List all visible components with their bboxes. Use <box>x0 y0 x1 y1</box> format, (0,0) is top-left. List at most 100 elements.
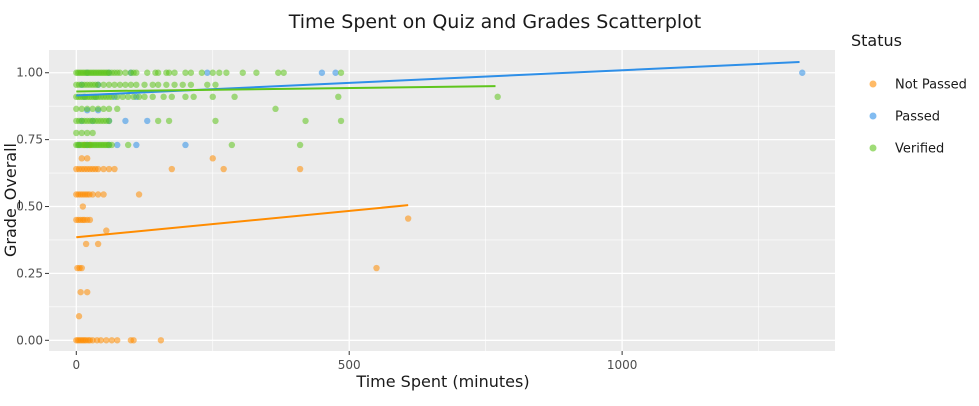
data-point <box>78 155 85 162</box>
data-point <box>119 93 126 101</box>
data-point <box>133 81 140 88</box>
data-point <box>78 264 85 272</box>
data-point <box>209 93 216 101</box>
data-point <box>84 105 91 113</box>
legend-item-passed: Passed <box>869 110 940 125</box>
data-point <box>103 227 110 234</box>
legend-label: Not Passed <box>895 78 967 93</box>
data-point <box>108 141 115 149</box>
trend-line-verified <box>76 85 496 93</box>
data-point <box>82 240 90 248</box>
data-point <box>89 191 96 198</box>
data-point <box>135 93 143 101</box>
data-point <box>204 81 211 88</box>
series-not-passed <box>73 141 412 344</box>
data-point <box>216 69 223 76</box>
data-point <box>332 69 339 76</box>
data-point <box>73 129 80 137</box>
data-point <box>165 69 173 76</box>
data-point <box>114 141 121 149</box>
data-point <box>209 69 216 76</box>
legend-marker <box>869 80 877 88</box>
data-point <box>799 69 806 76</box>
data-point <box>223 69 230 76</box>
x-axis-ticks: 0 500 1000 <box>72 351 637 372</box>
data-point <box>100 165 107 173</box>
data-point <box>100 105 107 113</box>
data-point <box>105 165 113 173</box>
data-point <box>130 93 137 101</box>
data-point <box>114 105 121 113</box>
data-point <box>182 93 189 101</box>
data-point <box>239 69 246 76</box>
data-point <box>141 93 148 101</box>
y-tick-label: 0.75 <box>16 133 43 147</box>
data-point <box>149 81 156 88</box>
data-point <box>318 69 326 76</box>
data-point <box>165 117 173 125</box>
data-point <box>122 69 129 76</box>
data-point <box>122 81 129 88</box>
y-axis-ticks: 0.00 0.25 0.50 0.75 1.00 <box>16 66 49 347</box>
data-point <box>337 117 345 125</box>
data-point <box>114 93 121 101</box>
data-point <box>296 165 304 173</box>
data-point <box>296 141 304 149</box>
data-point <box>280 69 287 76</box>
legend: Status Not Passed Passed Verified <box>851 31 967 157</box>
legend-title: Status <box>851 31 902 50</box>
data-point <box>144 69 151 76</box>
data-point <box>97 337 105 344</box>
data-point <box>154 117 162 125</box>
data-point <box>373 264 380 272</box>
data-point <box>105 81 113 88</box>
data-point <box>171 69 178 76</box>
data-point <box>127 81 135 88</box>
data-point <box>111 81 118 88</box>
legend-marker <box>869 112 877 120</box>
data-point <box>77 288 84 296</box>
data-point <box>154 69 162 76</box>
data-point <box>133 141 140 149</box>
data-point <box>144 117 151 125</box>
data-point <box>130 337 137 344</box>
data-point <box>494 93 501 101</box>
legend-item-verified: Verified <box>869 142 944 157</box>
data-point <box>228 141 236 149</box>
data-point <box>78 129 85 137</box>
legend-label: Verified <box>895 142 944 157</box>
data-point <box>149 93 156 101</box>
data-point <box>209 155 216 162</box>
data-point <box>302 117 309 125</box>
x-tick-label: 1000 <box>607 358 638 372</box>
data-point <box>187 81 195 88</box>
data-point <box>154 81 162 88</box>
y-axis-title: Grade_Overall <box>1 143 21 257</box>
data-point <box>272 105 279 113</box>
data-point <box>116 69 124 76</box>
data-point <box>204 69 211 76</box>
data-point <box>94 191 102 198</box>
data-point <box>94 81 102 88</box>
y-tick-label: 0.25 <box>16 266 43 280</box>
data-point <box>220 165 227 173</box>
chart-title: Time Spent on Quiz and Grades Scatterplo… <box>288 11 702 33</box>
data-point <box>78 105 85 113</box>
data-point <box>212 117 219 125</box>
data-point <box>404 215 412 222</box>
data-point <box>108 337 115 344</box>
data-point <box>141 81 148 88</box>
y-tick-label: 1.00 <box>16 66 43 80</box>
data-point <box>182 141 189 149</box>
data-point <box>89 105 96 113</box>
x-axis-title: Time Spent (minutes) <box>355 372 529 391</box>
data-point <box>79 203 87 210</box>
legend-label: Passed <box>895 110 940 125</box>
data-point <box>84 155 91 162</box>
y-tick-label: 0.50 <box>16 200 43 214</box>
data-point <box>168 93 176 101</box>
data-point <box>108 93 115 101</box>
data-point <box>179 81 186 88</box>
data-point <box>135 191 143 198</box>
